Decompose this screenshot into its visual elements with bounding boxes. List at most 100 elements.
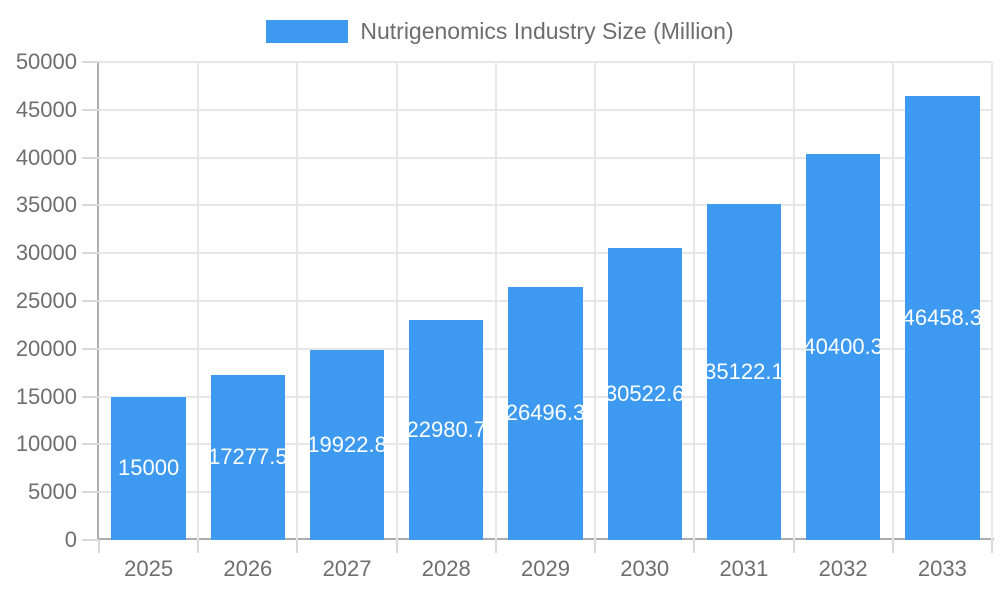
x-tick-mark — [594, 540, 597, 553]
y-tick-mark — [82, 491, 99, 494]
bar-cell: 35122.1 — [694, 62, 793, 540]
x-label-cell: 2027 — [297, 556, 396, 582]
x-label-cell: 2028 — [397, 556, 496, 582]
bar-cell: 30522.6 — [595, 62, 694, 540]
v-gridline — [197, 62, 200, 540]
h-gridline — [99, 156, 992, 159]
x-tick-mark — [296, 540, 299, 553]
h-gridline — [99, 108, 992, 111]
x-tick-mark — [494, 540, 497, 553]
y-tick-mark — [82, 252, 99, 255]
x-tick-mark — [891, 540, 894, 553]
legend-item[interactable]: Nutrigenomics Industry Size (Million) — [266, 18, 734, 45]
bar-value-label: 19922.8 — [309, 431, 385, 457]
x-label-cell: 2029 — [496, 556, 595, 582]
bar-value-label: 15000 — [118, 455, 180, 481]
y-tick-mark — [82, 108, 99, 111]
bar[interactable]: 19922.8 — [309, 349, 385, 540]
bar[interactable]: 15000 — [111, 396, 186, 540]
x-tick-label: 2030 — [620, 556, 670, 581]
y-tick-label: 50000 — [15, 49, 77, 74]
x-tick-label: 2033 — [917, 556, 967, 581]
bar-value-label: 40400.3 — [805, 333, 881, 359]
x-tick-mark — [693, 540, 696, 553]
y-tick-label: 15000 — [15, 383, 77, 409]
y-tick-label: 20000 — [15, 335, 77, 361]
x-label-cell: 2033 — [893, 556, 992, 582]
v-gridline — [296, 62, 299, 540]
bar-value-label: 46458.3 — [905, 304, 980, 330]
x-label-cell: 2031 — [694, 556, 793, 582]
v-gridline — [594, 62, 597, 540]
bar-cell: 15000 — [99, 62, 198, 540]
v-gridline — [693, 62, 696, 540]
bars: 15000 17277.5 19922.8 22980.7 26496.3 30522.6… — [99, 62, 992, 540]
v-gridline — [494, 62, 497, 540]
legend: Nutrigenomics Industry Size (Million) — [0, 18, 1000, 45]
bar[interactable]: 22980.7 — [409, 320, 484, 540]
x-tick-label: 2032 — [818, 556, 868, 581]
y-tick-label: 35000 — [15, 192, 77, 218]
x-tick-mark — [98, 540, 100, 553]
x-tick-label: 2028 — [421, 556, 471, 581]
bar-value-label: 35122.1 — [706, 359, 782, 385]
y-tick-label: 25000 — [15, 288, 77, 313]
v-gridline — [792, 62, 795, 540]
y-tick-mark — [82, 300, 99, 302]
y-tick-label: 10000 — [15, 431, 77, 457]
x-tick-mark — [197, 540, 200, 553]
y-tick-label: 5000 — [28, 479, 77, 505]
y-tick-label: 30000 — [15, 240, 77, 266]
legend-label: Nutrigenomics Industry Size (Million) — [360, 18, 734, 44]
bar[interactable]: 30522.6 — [607, 248, 682, 540]
y-tick-mark — [82, 156, 99, 159]
h-gridline — [99, 204, 992, 207]
bar-value-label: 17277.5 — [210, 444, 286, 470]
x-tick-mark — [792, 540, 795, 553]
x-axis-labels: 2025 2026 2027 2028 2029 2030 2031 2032 2033 — [99, 556, 992, 582]
bar-value-label: 30522.6 — [607, 381, 682, 407]
x-label-cell: 2030 — [595, 556, 694, 582]
bar-value-label: 22980.7 — [409, 417, 484, 443]
y-tick-label: 40000 — [15, 144, 77, 170]
v-gridline — [991, 62, 993, 540]
y-tick-mark — [82, 204, 99, 207]
y-tick-label: 0 — [64, 527, 77, 552]
x-tick-label: 2031 — [719, 556, 769, 581]
bar-cell: 22980.7 — [397, 62, 496, 540]
bar[interactable]: 26496.3 — [508, 286, 583, 540]
x-tick-label: 2029 — [521, 556, 570, 581]
bar[interactable]: 46458.3 — [905, 95, 980, 540]
y-tick-mark — [82, 395, 99, 398]
y-tick-mark — [82, 61, 99, 63]
y-tick-label: 45000 — [15, 96, 77, 122]
plot-area: 15000 17277.5 19922.8 22980.7 26496.3 30522.6… — [99, 61, 993, 540]
y-tick-mark — [82, 347, 99, 350]
x-tick-label: 2027 — [322, 556, 372, 581]
x-tick-mark — [991, 540, 993, 553]
v-gridline — [891, 62, 894, 540]
y-tick-mark — [82, 539, 99, 541]
v-gridline — [395, 62, 398, 540]
bar[interactable]: 40400.3 — [805, 153, 881, 540]
x-tick-label: 2026 — [223, 556, 273, 581]
bar-cell: 17277.5 — [198, 62, 297, 540]
y-axis-labels: 0 5000 10000 15000 20000 25000 30000 35000 40000… — [0, 49, 77, 552]
h-gridline — [99, 252, 992, 255]
x-tick-label: 2025 — [124, 556, 174, 581]
bar[interactable]: 35122.1 — [706, 204, 782, 540]
x-tick-mark — [395, 540, 398, 553]
x-label-cell: 2032 — [794, 556, 893, 582]
bar-cell: 26496.3 — [496, 62, 595, 540]
bar-cell: 40400.3 — [794, 62, 893, 540]
h-gridline — [99, 61, 992, 63]
bar-value-label: 26496.3 — [508, 400, 583, 426]
x-label-cell: 2025 — [99, 556, 198, 582]
bar-cell: 19922.8 — [297, 62, 396, 540]
x-label-cell: 2026 — [198, 556, 297, 582]
bar[interactable]: 17277.5 — [210, 374, 286, 540]
y-tick-mark — [82, 443, 99, 446]
bar-cell: 46458.3 — [893, 62, 992, 540]
legend-swatch — [266, 20, 349, 43]
